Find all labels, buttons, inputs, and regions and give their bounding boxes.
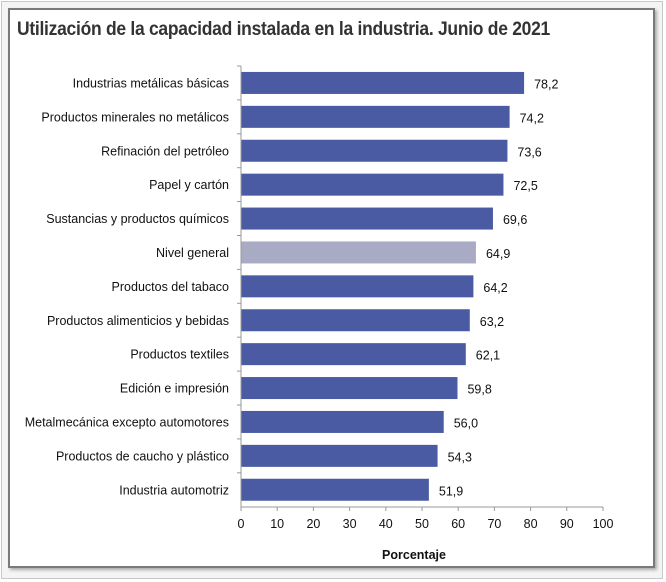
value-label: 54,3 xyxy=(448,450,472,464)
x-tick-label: 40 xyxy=(379,517,393,531)
value-label: 64,2 xyxy=(483,281,507,295)
x-tick-label: 60 xyxy=(451,517,465,531)
value-label: 51,9 xyxy=(439,484,463,498)
value-label: 72,5 xyxy=(513,179,537,193)
bar xyxy=(241,343,466,366)
x-tick-label: 10 xyxy=(270,517,284,531)
bar xyxy=(241,139,508,162)
x-tick-label: 90 xyxy=(560,517,574,531)
category-label: Productos textiles xyxy=(130,348,229,362)
category-label: Metalmecánica excepto automotores xyxy=(25,415,229,429)
value-label: 74,2 xyxy=(520,111,544,125)
category-label: Productos de caucho y plástico xyxy=(56,449,229,463)
category-label: Edición e impresión xyxy=(120,382,229,396)
category-label: Papel y cartón xyxy=(149,178,229,192)
x-tick-label: 30 xyxy=(343,517,357,531)
bar xyxy=(241,207,493,230)
value-label: 69,6 xyxy=(503,213,527,227)
bar xyxy=(241,377,458,400)
value-label: 64,9 xyxy=(486,247,510,261)
x-tick-label: 70 xyxy=(487,517,501,531)
x-tick-label: 50 xyxy=(415,517,429,531)
bar xyxy=(241,444,438,467)
category-label: Industria automotriz xyxy=(119,483,229,497)
chart-title: Utilización de la capacidad instalada en… xyxy=(17,19,551,40)
bar xyxy=(241,275,474,298)
x-axis-label: Porcentaje xyxy=(382,548,446,562)
bar xyxy=(241,71,525,94)
x-tick-label: 80 xyxy=(524,517,538,531)
category-label: Productos alimenticios y bebidas xyxy=(47,314,229,328)
x-tick-label: 100 xyxy=(593,517,614,531)
category-label: Productos del tabaco xyxy=(112,280,229,294)
value-label: 73,6 xyxy=(517,145,541,159)
value-label: 59,8 xyxy=(467,383,491,397)
value-label: 62,1 xyxy=(476,349,500,363)
category-label: Industrias metálicas básicas xyxy=(73,76,229,90)
bar xyxy=(241,105,510,128)
bar xyxy=(241,309,470,332)
x-tick-label: 20 xyxy=(306,517,320,531)
bar xyxy=(241,173,504,196)
bar xyxy=(241,241,476,264)
value-label: 63,2 xyxy=(480,315,504,329)
x-tick-label: 0 xyxy=(238,517,245,531)
value-label: 78,2 xyxy=(534,77,558,91)
category-label: Sustancias y productos químicos xyxy=(46,212,229,226)
category-label: Nivel general xyxy=(156,246,229,260)
category-label: Productos minerales no metálicos xyxy=(41,110,229,124)
value-label: 56,0 xyxy=(454,416,478,430)
category-label: Refinación del petróleo xyxy=(101,144,229,158)
bar xyxy=(241,478,429,501)
bar xyxy=(241,410,444,433)
